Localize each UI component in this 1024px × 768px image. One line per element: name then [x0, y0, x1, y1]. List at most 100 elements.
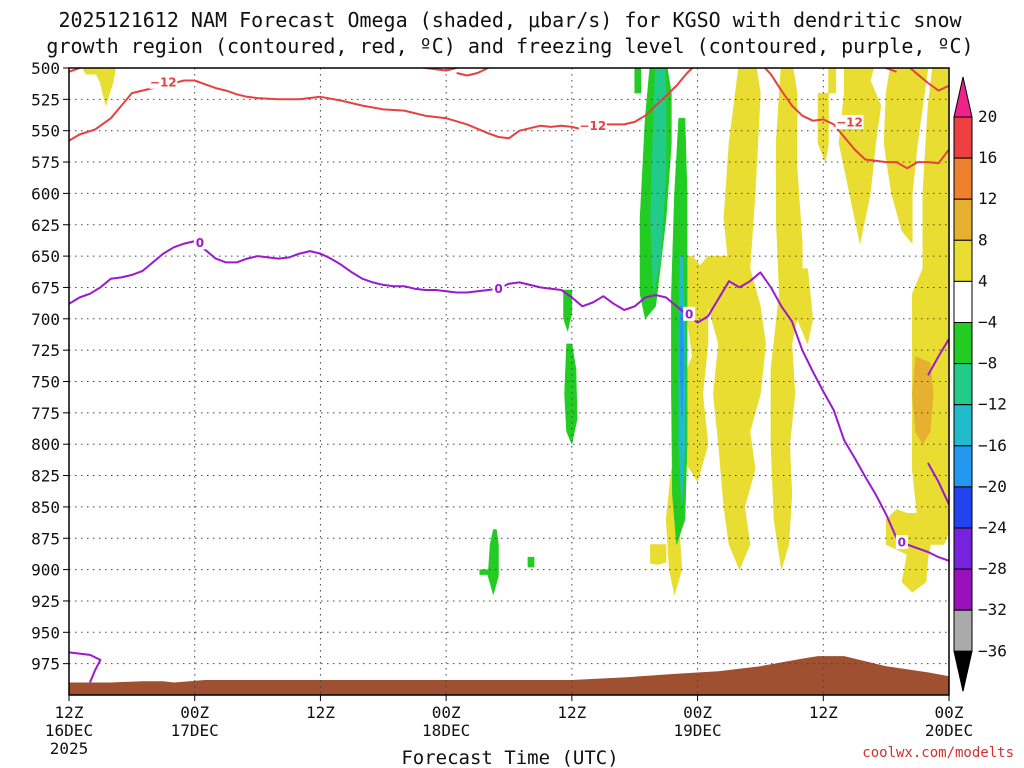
colorbar-swatch-3: [953, 239, 973, 282]
contour-minus12-line-label-1: −12: [579, 119, 606, 133]
contour-zero-line-label-2: 0: [685, 307, 693, 321]
contour-minus12-line-2: [310, 63, 352, 67]
omega-area-0: [82, 68, 116, 107]
colorbar-label-2: 12: [978, 189, 997, 208]
y-tick-label-775: 775: [31, 404, 60, 423]
y-tick-label-650: 650: [31, 247, 60, 266]
colorbar-bottom-triangle: [953, 650, 973, 692]
omega-area-13: [828, 68, 837, 94]
credit-text: coolwx.com/modelts: [862, 745, 1014, 761]
contour-zero-line-label-bg-2: [683, 306, 696, 321]
contour-zero-line-1: [69, 651, 102, 683]
chart-title-line2: growth region (contoured, red, ºC) and f…: [46, 34, 973, 58]
colorbar-label-5: −4: [978, 313, 997, 332]
omega-area-1: [650, 544, 667, 565]
colorbar-label-6: −8: [978, 354, 997, 373]
contour-minus12-line-label-0: −12: [150, 75, 177, 89]
contour-zero-line-label-1: 0: [494, 282, 502, 296]
colorbar-label-13: −36: [978, 641, 1007, 660]
colorbar-swatch-11: [953, 568, 973, 611]
y-tick-label-625: 625: [31, 216, 60, 235]
colorbar: 20 16 12 8 4 −4 −8 −12 −16 −20 −24 −28 −32 −36: [953, 76, 1007, 692]
contour-zero-line-label-3: 0: [898, 536, 906, 550]
colorbar-label-12: −32: [978, 600, 1007, 619]
y-tick-label-925: 925: [31, 592, 60, 611]
x-tick-label-12-line2: 17DEC: [171, 721, 219, 740]
contour-zero-line-2: [927, 338, 949, 376]
colorbar-label-9: −20: [978, 477, 1007, 496]
colorbar-swatch-4: [953, 280, 973, 323]
omega-area-15: [487, 529, 499, 596]
colorbar-swatch-8: [953, 445, 973, 488]
contour-zero-line-label-bg-0: [193, 235, 206, 250]
contour-minus12-line-label-bg-1: [578, 118, 607, 133]
colorbar-label-4: 4: [978, 271, 988, 290]
y-tick-label-700: 700: [31, 310, 60, 329]
omega-area-5: [885, 506, 934, 593]
y-tick-label-600: 600: [31, 184, 60, 203]
x-tick-label-84-line2: 20DEC: [925, 721, 973, 740]
colorbar-swatch-0: [953, 116, 973, 159]
colorbar-label-8: −16: [978, 436, 1007, 455]
colorbar-label-11: −28: [978, 559, 1007, 578]
terrain-layer: [69, 656, 949, 695]
x-tick-label-84-line1: 00Z: [935, 703, 964, 722]
x-axis-label: Forecast Time (UTC): [401, 747, 618, 768]
contour-zero-line-label-bg-1: [492, 281, 505, 296]
chart-title-line1: 2025121612 NAM Forecast Omega (shaded, μ…: [58, 8, 962, 32]
y-tick-label-800: 800: [31, 435, 60, 454]
contour-minus12-line-5: [763, 68, 949, 170]
omega-area-8: [723, 68, 761, 308]
omega-area-25: [679, 306, 685, 420]
contour-minus12-line-label-bg-0: [149, 74, 178, 89]
contour-minus12-line-label-bg-2: [835, 114, 864, 129]
colorbar-label-0: 20: [978, 107, 997, 126]
contour-zero-line-3: [927, 462, 949, 505]
contour-minus12-line-3: [419, 68, 457, 72]
colorbar-swatch-7: [953, 404, 973, 447]
contour-labels: −12 −12 −12 0 0 0 0: [149, 74, 908, 550]
omega-area-18: [564, 343, 578, 446]
y-tick-label-900: 900: [31, 561, 60, 580]
x-tick-label-0-line2: 16DEC: [45, 721, 93, 740]
x-tick-label-60-line2: 19DEC: [673, 721, 721, 740]
colorbar-swatch-2: [953, 198, 973, 241]
contour-zero-line-label-0: 0: [196, 236, 204, 250]
x-tick-label-60-line1: 00Z: [683, 703, 712, 722]
omega-area-14: [912, 356, 934, 445]
y-axis: 500 525 550 575 600 625 650 675 700 725 750 775 800 8…: [31, 59, 69, 674]
x-tick-label-24-line1: 12Z: [306, 703, 335, 722]
colorbar-label-1: 16: [978, 148, 997, 167]
x-tick-label-48-line1: 12Z: [557, 703, 586, 722]
colorbar-swatch-5: [953, 322, 973, 365]
omega-shading-layer: [82, 68, 949, 596]
x-tick-label-0-line3: 2025: [50, 739, 89, 758]
terrain-fill: [69, 656, 949, 695]
x-tick-label-12-line1: 00Z: [180, 703, 209, 722]
colorbar-label-7: −12: [978, 395, 1007, 414]
omega-area-19: [563, 289, 573, 333]
colorbar-swatch-10: [953, 527, 973, 570]
omega-area-17: [527, 556, 535, 568]
colorbar-top-triangle: [953, 76, 973, 118]
y-tick-label-825: 825: [31, 467, 60, 486]
colorbar-label-3: 8: [978, 230, 988, 249]
omega-area-16: [479, 569, 489, 575]
colorbar-label-10: −24: [978, 518, 1007, 537]
y-tick-label-750: 750: [31, 373, 60, 392]
y-tick-label-525: 525: [31, 90, 60, 109]
omega-area-3: [883, 68, 929, 245]
y-tick-label-950: 950: [31, 623, 60, 642]
contour-minus12-line-0: [69, 68, 111, 73]
y-tick-label-875: 875: [31, 529, 60, 548]
y-tick-label-500: 500: [31, 59, 60, 78]
omega-area-20: [634, 68, 642, 94]
colorbar-swatch-9: [953, 486, 973, 529]
colorbar-swatch-1: [953, 157, 973, 200]
x-tick-label-72-line1: 12Z: [809, 703, 838, 722]
y-tick-label-725: 725: [31, 341, 60, 360]
y-tick-label-550: 550: [31, 122, 60, 141]
x-tick-label-0-line1: 12Z: [55, 703, 84, 722]
